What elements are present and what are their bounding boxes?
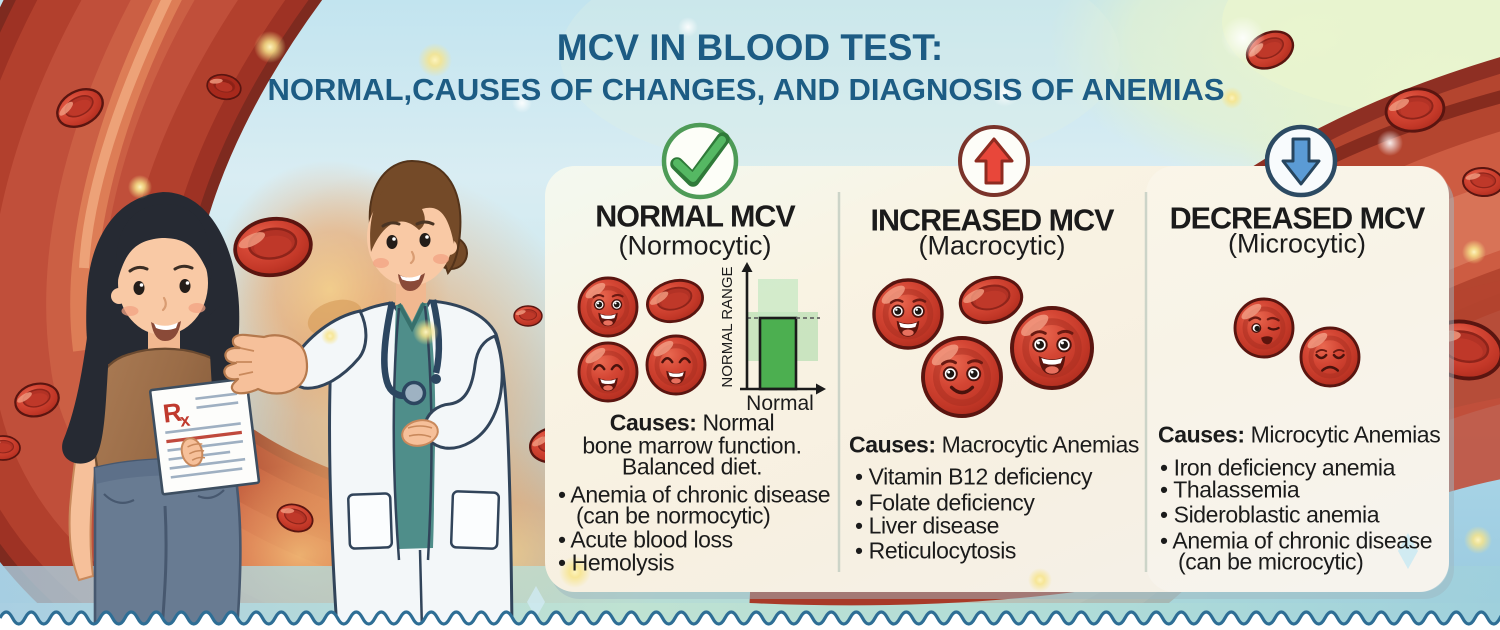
svg-text:Normal: Normal: [746, 392, 814, 415]
svg-text:R: R: [161, 397, 184, 429]
svg-text:NORMAL RANGE: NORMAL RANGE: [719, 266, 736, 387]
svg-text:x: x: [179, 410, 191, 431]
